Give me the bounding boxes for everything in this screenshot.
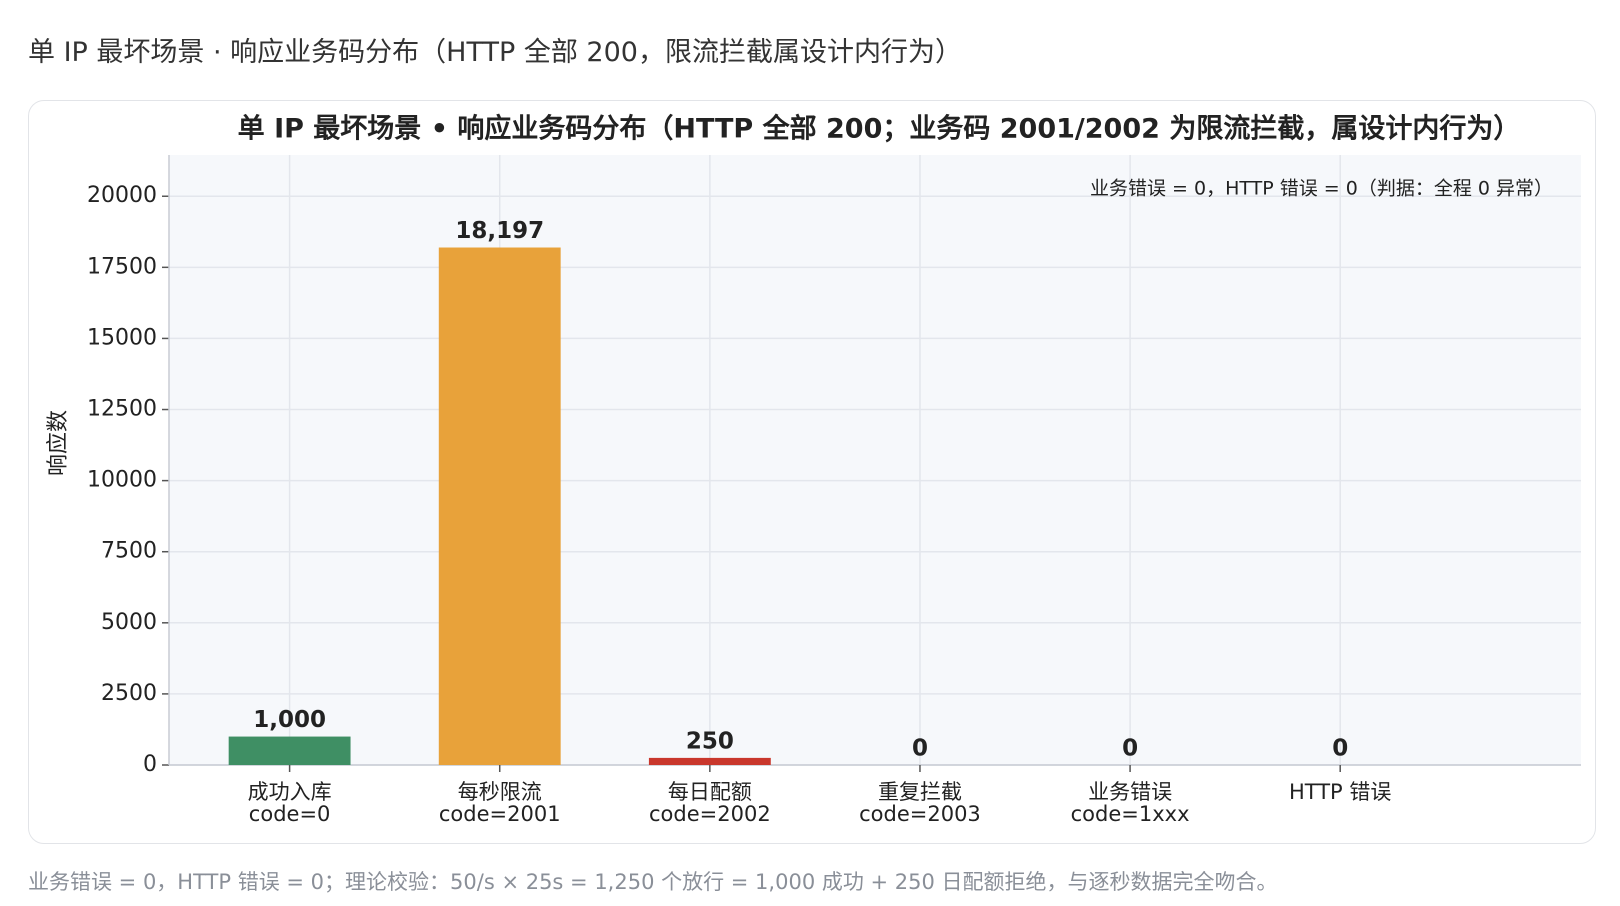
caption: 业务错误 = 0，HTTP 错误 = 0；理论校验：50/s × 25s = 1… bbox=[28, 870, 1278, 894]
y-tick-label: 17500 bbox=[87, 254, 157, 279]
x-tick-label-line: code=2002 bbox=[649, 802, 771, 826]
x-tick-label-line: code=1xxx bbox=[1071, 802, 1190, 826]
annotation: 业务错误 = 0，HTTP 错误 = 0（判据：全程 0 异常） bbox=[1090, 178, 1553, 200]
bar bbox=[228, 736, 351, 765]
value-label: 18,197 bbox=[455, 218, 544, 244]
plot-background bbox=[169, 155, 1581, 765]
y-tick-label: 10000 bbox=[87, 468, 157, 493]
page-title: 单 IP 最坏场景 · 响应业务码分布（HTTP 全部 200，限流拦截属设计内… bbox=[28, 37, 962, 68]
x-tick-label: 成功入库 code=0 bbox=[248, 780, 332, 826]
x-tick-label: 重复拦截 code=2003 bbox=[859, 780, 981, 826]
x-tick-label: 每秒限流 code=2001 bbox=[439, 780, 561, 826]
value-label: 0 bbox=[1122, 736, 1138, 762]
x-tick-label: 每日配额 code=2002 bbox=[649, 780, 771, 826]
x-tick-label: HTTP 错误 bbox=[1289, 780, 1391, 804]
y-tick-label: 5000 bbox=[101, 610, 157, 635]
bar bbox=[648, 757, 771, 765]
chart-title: 单 IP 最坏场景 • 响应业务码分布（HTTP 全部 200；业务码 2001… bbox=[238, 113, 1521, 145]
y-tick-label: 12500 bbox=[87, 397, 157, 422]
y-tick-label: 15000 bbox=[87, 325, 157, 350]
x-tick-label-line: code=2001 bbox=[439, 802, 561, 826]
y-tick-label: 20000 bbox=[87, 183, 157, 208]
x-tick-label-line: 每秒限流 bbox=[458, 780, 542, 804]
x-tick-label-line: HTTP 错误 bbox=[1289, 780, 1391, 804]
x-tick-label-line: 业务错误 bbox=[1088, 780, 1172, 804]
x-tick-label-line: 成功入库 bbox=[248, 780, 332, 804]
bar bbox=[438, 247, 561, 766]
value-label: 0 bbox=[912, 736, 928, 762]
y-axis-label: 响应数 bbox=[46, 410, 71, 476]
chart-card: 单 IP 最坏场景 • 响应业务码分布（HTTP 全部 200；业务码 2001… bbox=[28, 100, 1596, 844]
y-tick-label: 7500 bbox=[101, 539, 157, 564]
value-label: 0 bbox=[1332, 736, 1348, 762]
x-tick-label-line: code=2003 bbox=[859, 802, 981, 826]
x-tick-label-line: code=0 bbox=[249, 802, 331, 826]
chart: 单 IP 最坏场景 • 响应业务码分布（HTTP 全部 200；业务码 2001… bbox=[46, 113, 1581, 826]
y-tick-label: 2500 bbox=[101, 681, 157, 706]
value-label: 250 bbox=[686, 728, 734, 754]
x-tick-label: 业务错误 code=1xxx bbox=[1071, 780, 1190, 826]
x-tick-label-line: 每日配额 bbox=[668, 780, 752, 804]
y-tick-label: 0 bbox=[143, 752, 157, 777]
value-label: 1,000 bbox=[253, 707, 326, 733]
x-tick-label-line: 重复拦截 bbox=[878, 780, 962, 804]
